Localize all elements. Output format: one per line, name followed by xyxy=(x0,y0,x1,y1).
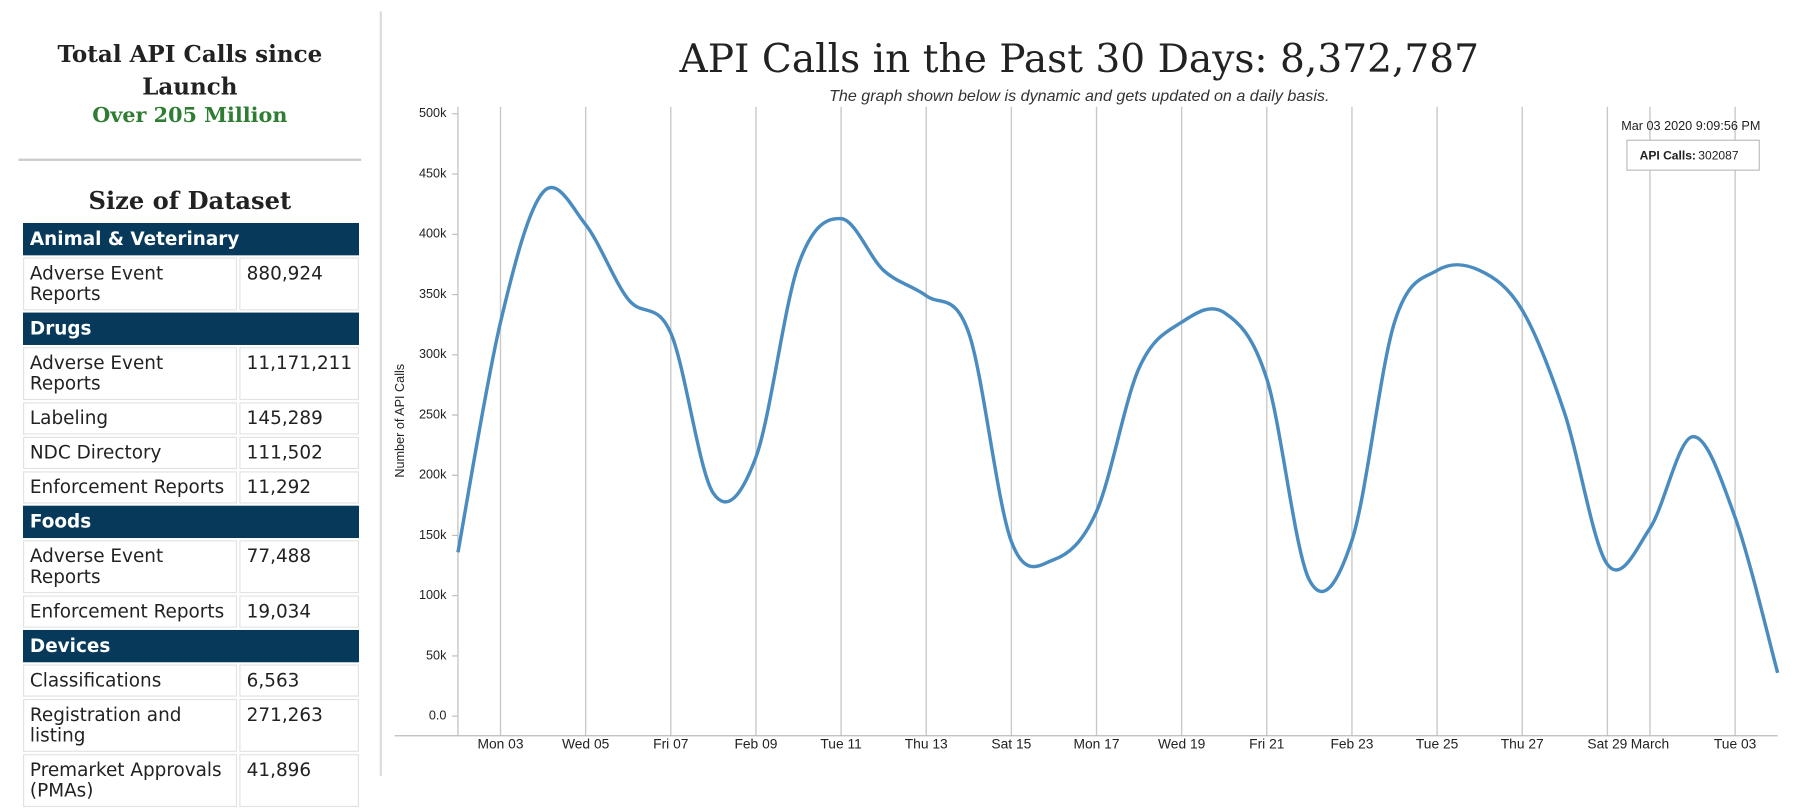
total-title: Total API Calls since Launch xyxy=(57,40,323,101)
row-value: 11,171,211 xyxy=(239,347,359,401)
tooltip-label: API Calls: xyxy=(1640,149,1696,163)
x-tick-label: Thu 27 xyxy=(1501,737,1544,752)
y-tick-label: 450k xyxy=(419,166,447,180)
divider xyxy=(18,158,362,161)
row-label: Registration and listing xyxy=(23,698,238,752)
data-row: Enforcement Reports 19,034 xyxy=(23,595,359,628)
y-tick-label: 350k xyxy=(419,287,447,301)
row-value: 271,263 xyxy=(239,698,359,752)
row-value: 6,563 xyxy=(239,664,359,697)
row-label: NDC Directory xyxy=(23,436,238,470)
x-tick-label: Tue 11 xyxy=(820,737,861,752)
y-tick-label: 500k xyxy=(419,106,447,120)
group-row: Foods xyxy=(23,505,359,539)
row-label: Enforcement Reports xyxy=(23,471,238,504)
group-row: Drugs xyxy=(23,312,359,345)
row-value: 41,896 xyxy=(239,754,359,808)
row-value: 111,502 xyxy=(239,436,359,470)
x-tick-label: Sat 15 xyxy=(991,737,1031,752)
row-value: 77,488 xyxy=(239,540,359,594)
group-row: Devices xyxy=(23,629,359,663)
x-tick-label: Mon 17 xyxy=(1073,737,1119,752)
data-row: Premarket Approvals (PMAs) 41,896 xyxy=(23,754,359,808)
dashboard: Total API Calls since Launch Over 205 Mi… xyxy=(18,11,1780,808)
chart: API Calls in the Past 30 Days: 8,372,787… xyxy=(393,37,1780,752)
page: Total API Calls since Launch Over 205 Mi… xyxy=(18,11,1780,808)
x-tick-label: Sat 29 xyxy=(1587,737,1627,752)
y-tick-label: 0.0 xyxy=(429,709,447,723)
data-row: NDC Directory 111,502 xyxy=(23,436,359,470)
data-row: Registration and listing 271,263 xyxy=(23,698,359,752)
row-label: Labeling xyxy=(23,402,238,435)
row-value: 880,924 xyxy=(239,257,359,311)
x-tick-label: Feb 23 xyxy=(1330,737,1373,752)
group-name: Drugs xyxy=(23,312,359,345)
data-row: Adverse Event Reports 11,171,211 xyxy=(23,347,359,401)
data-row: Labeling 145,289 xyxy=(23,402,359,435)
group-name: Devices xyxy=(23,629,359,663)
tooltip-box xyxy=(1626,139,1760,171)
y-tick-label: 400k xyxy=(419,227,447,241)
x-tick-label: Wed 19 xyxy=(1158,737,1206,752)
x-tick-label: Fri 07 xyxy=(653,737,688,752)
data-row: Classifications 6,563 xyxy=(23,664,359,697)
x-tick-label: Tue 25 xyxy=(1416,737,1459,752)
data-row: Enforcement Reports 11,292 xyxy=(23,471,359,504)
chart-subtitle: The graph shown below is dynamic and get… xyxy=(829,87,1329,105)
row-label: Premarket Approvals (PMAs) xyxy=(23,754,238,808)
x-tick-label: Mon 03 xyxy=(477,737,523,752)
group-name: Foods xyxy=(23,505,359,539)
x-tick-label: Wed 05 xyxy=(562,737,610,752)
row-value: 11,292 xyxy=(239,471,359,504)
y-tick-label: 150k xyxy=(419,528,447,542)
data-row: Adverse Event Reports 77,488 xyxy=(23,540,359,594)
dataset-table: Animal & Veterinary Adverse Event Reports… xyxy=(21,221,362,809)
row-label: Adverse Event Reports xyxy=(23,540,238,594)
row-label: Classifications xyxy=(23,664,238,697)
separator xyxy=(379,11,382,776)
y-tick-label: 100k xyxy=(419,588,447,602)
y-tick-label: 300k xyxy=(419,347,447,361)
y-tick-label: 200k xyxy=(419,468,447,482)
y-tick-label: 250k xyxy=(419,407,447,421)
x-tick-label: Tue 03 xyxy=(1714,737,1757,752)
row-label: Adverse Event Reports xyxy=(23,347,238,401)
row-label: Adverse Event Reports xyxy=(23,257,238,311)
dataset-title: Size of Dataset xyxy=(88,186,292,215)
group-name: Animal & Veterinary xyxy=(23,223,359,256)
x-tick-label: Feb 09 xyxy=(734,737,777,752)
tooltip-value: 302087 xyxy=(1698,149,1739,163)
y-tick-label: 50k xyxy=(426,648,447,662)
x-tick-label: March xyxy=(1631,737,1669,752)
data-line xyxy=(456,185,1780,674)
y-axis-label: Number of API Calls xyxy=(393,364,407,478)
x-tick-label: Thu 13 xyxy=(905,737,948,752)
row-value: 19,034 xyxy=(239,595,359,628)
row-label: Enforcement Reports xyxy=(23,595,238,628)
chart-title: API Calls in the Past 30 Days: 8,372,787 xyxy=(678,37,1479,82)
group-row: Animal & Veterinary xyxy=(23,223,359,256)
x-tick-label: Fri 21 xyxy=(1249,737,1284,752)
row-value: 145,289 xyxy=(239,402,359,435)
total-value: Over 205 Million xyxy=(92,103,288,128)
data-row: Adverse Event Reports 880,924 xyxy=(23,257,359,311)
tooltip-time: Mar 03 2020 9:09:56 PM xyxy=(1621,119,1760,133)
